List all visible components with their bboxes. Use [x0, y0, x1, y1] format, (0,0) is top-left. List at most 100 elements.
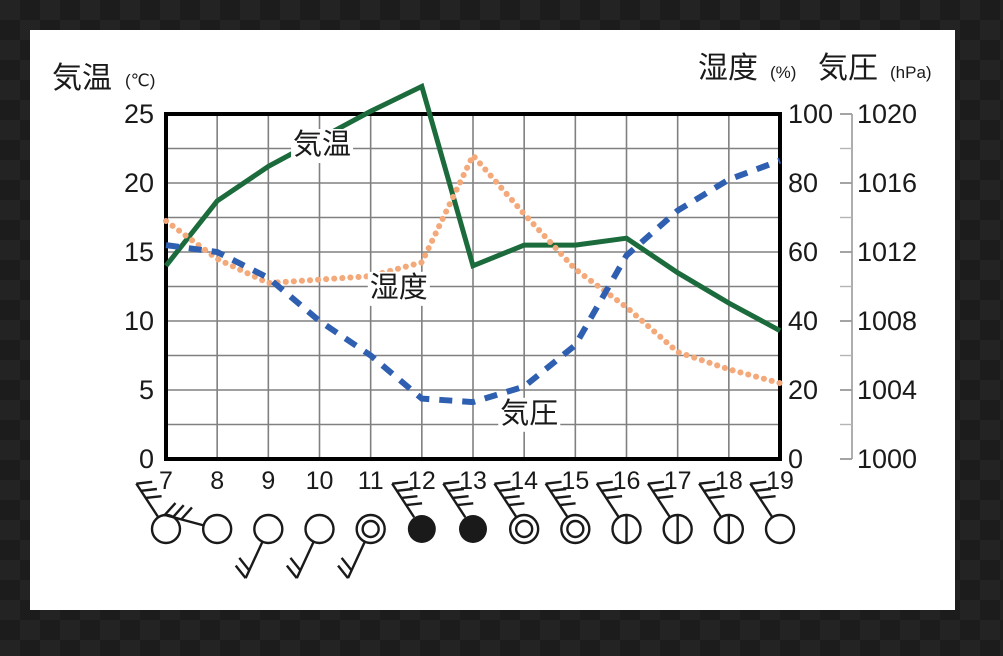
weather-symbol-doublecircle-14 [493, 480, 540, 545]
wind-barb [545, 480, 562, 485]
wind-barb [559, 502, 576, 507]
wind-barb [759, 494, 776, 500]
wind-shaft [544, 482, 569, 518]
wind-barb [447, 487, 465, 492]
x-axis-ticks: 7 8 9 10 11 12 13 14 15 16 17 18 19 [159, 467, 794, 495]
wind-barb [340, 557, 353, 572]
sky-cover-circle [611, 513, 642, 545]
pressure-axis-title: 気圧 [818, 52, 878, 85]
series-line-right1 [163, 149, 783, 387]
weather-symbol-half-18 [698, 480, 745, 545]
wind-barb [750, 480, 767, 485]
pressure-axis: 1000 1004 1008 1012 1016 1020 [840, 99, 917, 474]
wind-barb [601, 487, 618, 492]
x-tick-label: 9 [261, 467, 275, 495]
wind-barb [708, 494, 725, 500]
wind-barb [337, 564, 349, 579]
weather-symbols [135, 480, 796, 579]
wind-barb [452, 494, 469, 500]
sky-cover-inner-circle [361, 519, 380, 539]
wind-barb [698, 480, 716, 485]
wind-shaft [244, 541, 264, 579]
x-tick-label: 11 [358, 467, 384, 495]
series-line-left [164, 82, 782, 333]
wind-barb [554, 494, 572, 500]
wind-barb [657, 494, 674, 500]
weather-symbol-clear-9 [234, 513, 284, 579]
wind-barb [145, 494, 162, 500]
left-axis-title: 気温 [52, 62, 112, 95]
sky-cover-circle [304, 513, 335, 545]
x-tick-label: 15 [561, 467, 589, 495]
sky-cover-inner-circle [514, 519, 534, 539]
weather-symbol-doublecircle-11 [337, 513, 386, 579]
annotation-text: 湿度 [370, 271, 428, 304]
left-tick-label: 25 [124, 99, 154, 129]
weather-symbol-clear-10 [285, 513, 335, 579]
left-axis-ticks: 0 5 10 15 20 25 [124, 99, 154, 474]
wind-barb [508, 502, 525, 507]
annotation-気圧: 気圧 [498, 397, 561, 432]
wind-shaft [295, 541, 315, 579]
humidity-tick-label: 20 [788, 375, 818, 405]
sky-cover-circle [508, 513, 540, 545]
wind-barb [406, 502, 423, 507]
sky-cover-inner-circle [566, 519, 585, 539]
pressure-tick-label: 1012 [857, 237, 917, 267]
annotation-backdrop [291, 129, 354, 164]
x-tick-label: 18 [715, 467, 743, 495]
wind-barb [457, 502, 474, 507]
wind-shaft [493, 482, 518, 518]
wind-shaft [698, 482, 723, 518]
wind-barb [652, 487, 669, 492]
pressure-tick-label: 1016 [857, 168, 917, 198]
plot-border [164, 112, 782, 461]
left-tick-label: 20 [124, 168, 154, 198]
humidity-axis-unit: (%) [770, 63, 796, 82]
pressure-axis-unit: (hPa) [890, 63, 932, 82]
weather-symbol-clear-7 [135, 480, 182, 545]
x-tick-label: 7 [159, 467, 173, 495]
wind-shaft [346, 541, 366, 579]
left-axis-unit: (℃) [125, 71, 155, 90]
humidity-axis: 0 20 40 60 80 100 [788, 99, 833, 474]
gridlines [165, 113, 781, 460]
wind-barb [499, 487, 516, 492]
wind-barb [494, 480, 511, 485]
sky-cover-filled [407, 515, 436, 543]
x-tick-label: 19 [766, 467, 794, 495]
wind-barb [550, 487, 567, 492]
x-tick-label: 8 [210, 467, 224, 495]
pressure-tick-label: 1008 [857, 306, 917, 336]
x-tick-label: 17 [664, 467, 692, 495]
wind-barb [396, 487, 413, 492]
sky-cover-circle [713, 513, 745, 545]
pressure-tick-label: 1000 [857, 444, 917, 474]
wind-shaft [442, 482, 467, 518]
pressure-tick-label: 1020 [857, 99, 917, 129]
axis-title-group: 気温 (℃) 湿度 (%) 気圧 (hPa) [52, 52, 932, 95]
annotation-backdrop [498, 397, 561, 432]
annotation-backdrop [367, 271, 430, 306]
plot-frame [164, 112, 782, 461]
left-tick-label: 0 [139, 444, 154, 474]
left-tick-label: 10 [124, 306, 154, 336]
wind-barb [163, 502, 177, 516]
sky-cover-circle [201, 513, 233, 545]
wind-barb [238, 557, 251, 572]
left-tick-label: 5 [139, 375, 154, 405]
wind-barb [285, 564, 298, 579]
humidity-tick-label: 0 [788, 444, 803, 474]
wind-shaft [749, 482, 774, 518]
humidity-axis-title: 湿度 [698, 52, 758, 85]
wind-shaft [391, 482, 416, 518]
chart-card: 気温 (℃) 湿度 (%) 気圧 (hPa) 0 5 10 15 20 25 0 20 40 60 80 10… [30, 30, 955, 610]
pressure-tick-label: 1004 [857, 375, 917, 405]
wind-barb [606, 494, 623, 500]
humidity-tick-label: 40 [788, 306, 818, 336]
wind-barb [443, 480, 460, 485]
series-line-right2 [165, 157, 782, 406]
wind-barb [140, 487, 158, 492]
x-tick-label: 14 [510, 467, 538, 495]
sky-cover-circle [662, 513, 693, 545]
